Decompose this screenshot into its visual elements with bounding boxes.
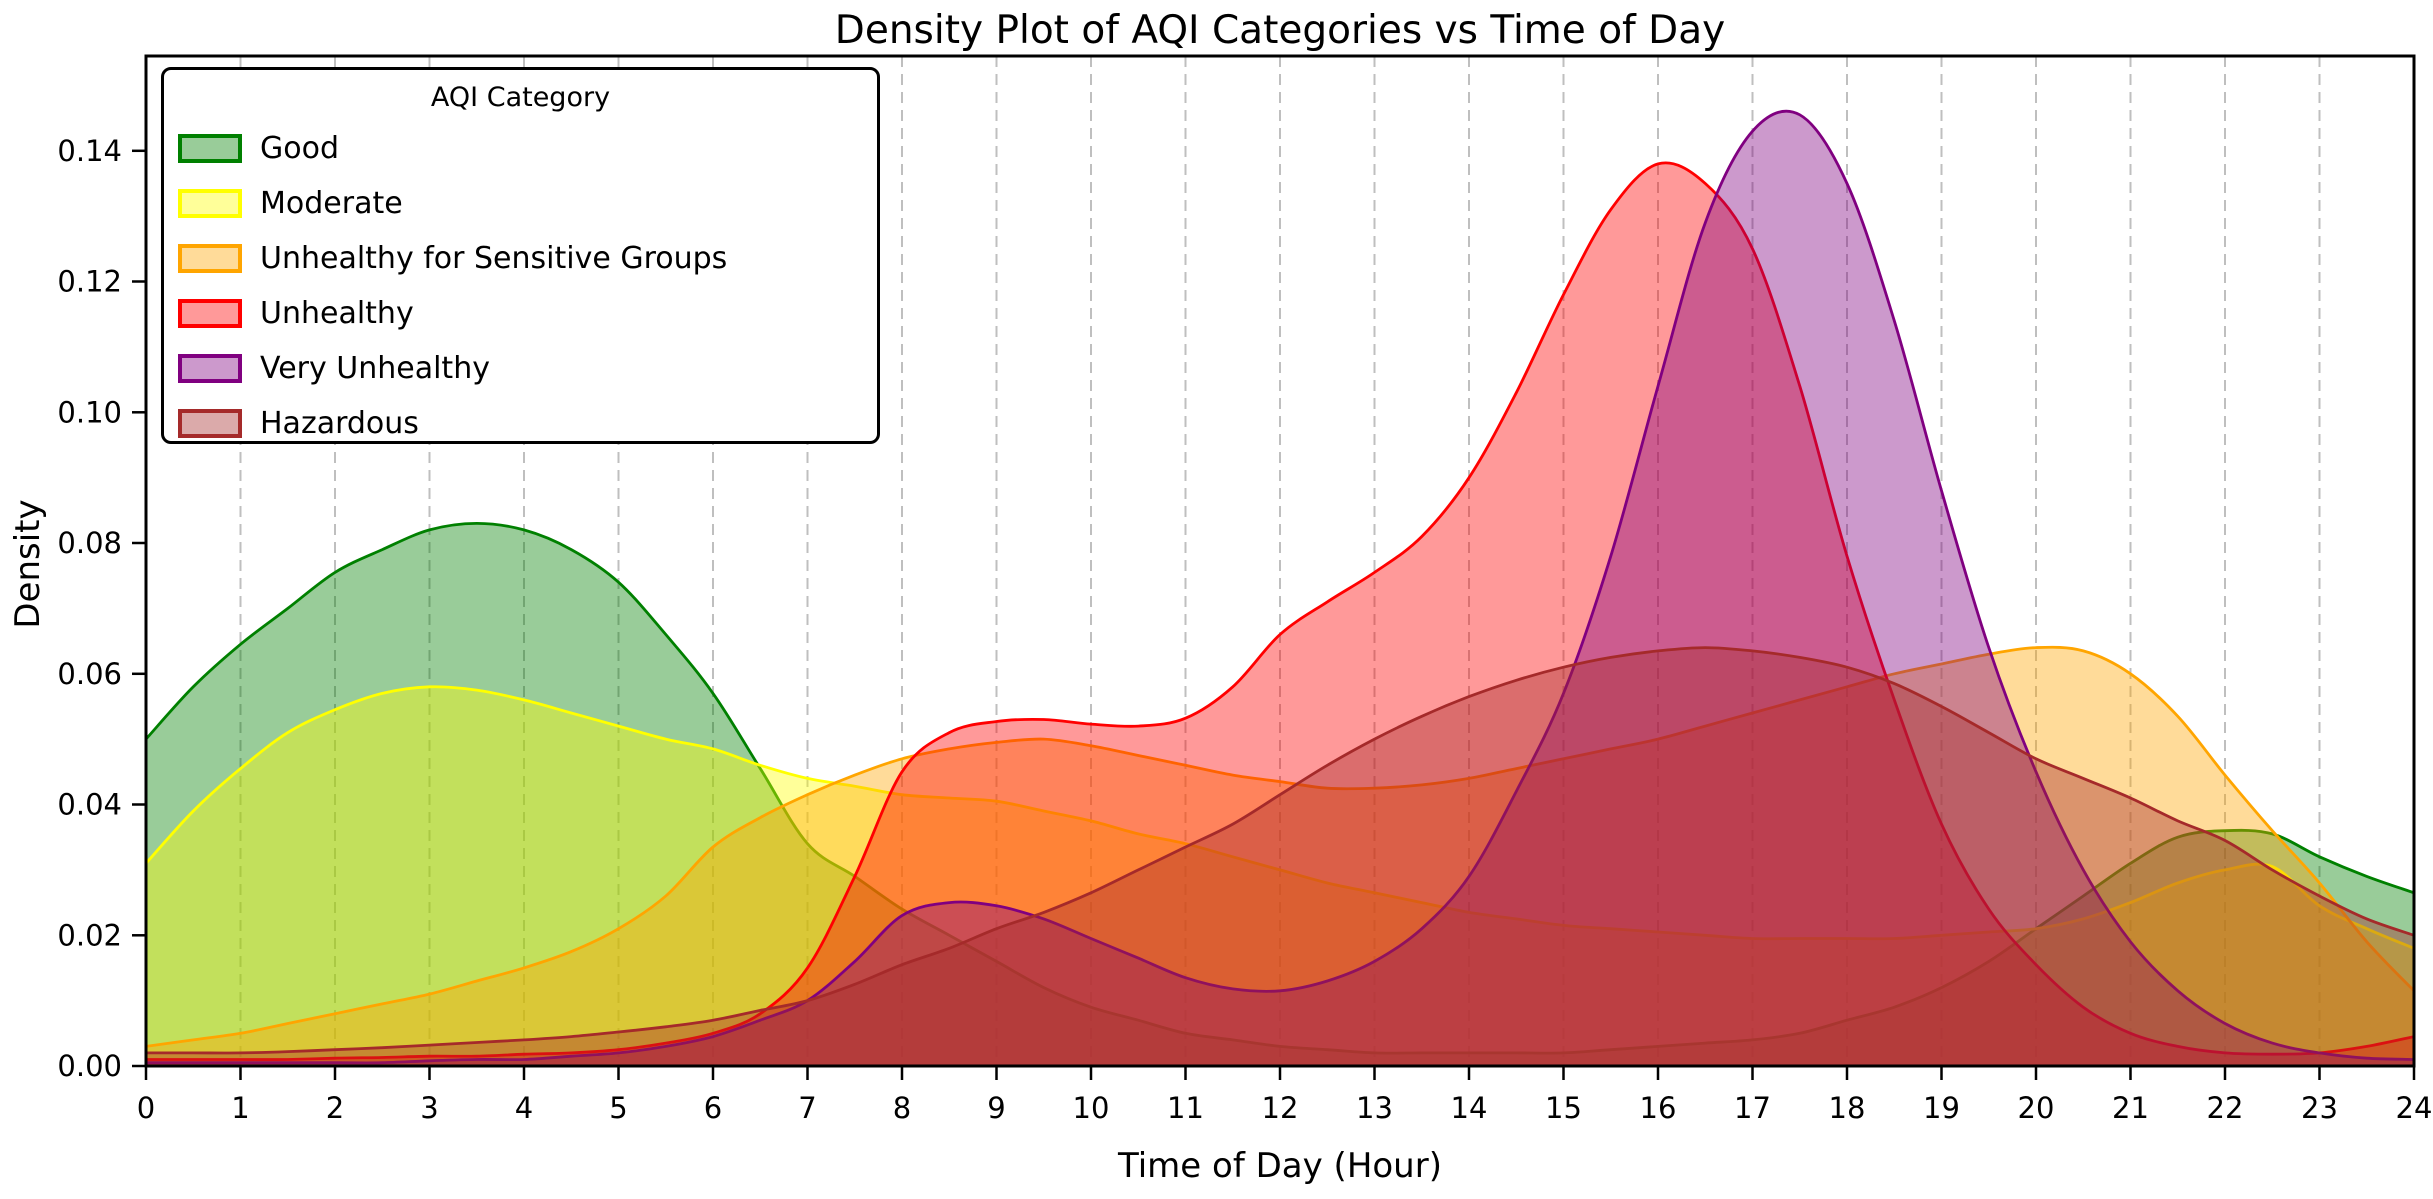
page-title: Density Plot of AQI Categories vs Time o… xyxy=(834,8,1726,53)
x-tick-label: 19 xyxy=(1923,1091,1960,1125)
kde-line-hazardous xyxy=(146,646,2414,1055)
legend-swatch-very-unhealthy-icon xyxy=(178,354,242,383)
legend-swatch-moderate-icon xyxy=(178,189,242,218)
y-tick-label: 0.08 xyxy=(57,526,122,560)
x-tick-label: 11 xyxy=(1167,1091,1204,1125)
legend-swatch-unhealthy-sensitive-icon xyxy=(178,244,242,273)
legend-entries: Good Moderate Unhealthy for Sensitive Gr… xyxy=(164,121,877,451)
legend-title: AQI Category xyxy=(430,82,611,113)
y-tick-label: 0.12 xyxy=(57,265,122,299)
legend-entry: Very Unhealthy xyxy=(164,341,877,396)
kde-line-unhealthy-for-sensitive-groups xyxy=(146,645,2414,1048)
y-axis-title: Density xyxy=(8,499,48,629)
x-tick-label: 15 xyxy=(1545,1091,1582,1125)
y-tick-label: 0.02 xyxy=(57,918,122,952)
x-tick-label: 24 xyxy=(2396,1091,2433,1125)
x-tick-label: 16 xyxy=(1640,1091,1677,1125)
x-axis-title: Time of Day (Hour) xyxy=(1118,1146,1442,1186)
x-tick-label: 23 xyxy=(2301,1091,2338,1125)
legend-box: AQI Category Good Moderate Unhealthy for… xyxy=(161,67,880,444)
x-tick-label: 12 xyxy=(1262,1091,1299,1125)
kde-line-moderate xyxy=(146,685,2414,950)
x-tick-label: 10 xyxy=(1073,1091,1110,1125)
y-tick-label: 0.10 xyxy=(57,395,122,429)
kde-fill-hazardous xyxy=(146,647,2414,1066)
x-tick-label: 0 xyxy=(137,1091,155,1125)
legend-label: Very Unhealthy xyxy=(260,351,490,386)
legend-swatch-good-icon xyxy=(178,134,242,163)
x-tick-label: 18 xyxy=(1829,1091,1866,1125)
x-tick-label: 4 xyxy=(515,1091,533,1125)
legend-label: Unhealthy for Sensitive Groups xyxy=(260,241,728,276)
x-tick-label: 1 xyxy=(231,1091,249,1125)
legend-swatch-unhealthy-icon xyxy=(178,299,242,328)
y-tick-label: 0.14 xyxy=(57,134,122,168)
x-tick-label: 22 xyxy=(2207,1091,2244,1125)
kde-fill-good xyxy=(146,523,2414,1066)
legend-label: Hazardous xyxy=(260,406,419,441)
kde-fill-very-unhealthy xyxy=(146,111,2414,1066)
kde-line-very-unhealthy xyxy=(146,109,2414,1065)
x-tick-label: 6 xyxy=(704,1091,722,1125)
legend-entry: Good xyxy=(164,121,877,176)
kde-fill-unhealthy xyxy=(146,162,2414,1066)
legend-swatch-hazardous-icon xyxy=(178,409,242,438)
x-tick-label: 3 xyxy=(420,1091,438,1125)
x-tick-label: 20 xyxy=(2018,1091,2055,1125)
kde-fill-unhealthy-for-sensitive-groups xyxy=(146,647,2414,1066)
kde-line-unhealthy xyxy=(146,161,2414,1061)
legend-entry: Moderate xyxy=(164,176,877,231)
x-tick-label: 7 xyxy=(798,1091,816,1125)
y-tick-label: 0.04 xyxy=(57,788,122,822)
kde-fill-moderate xyxy=(146,686,2414,1066)
legend-entry: Hazardous xyxy=(164,396,877,451)
legend-entry: Unhealthy for Sensitive Groups xyxy=(164,231,877,286)
x-tick-label: 17 xyxy=(1734,1091,1771,1125)
x-tick-label: 8 xyxy=(893,1091,911,1125)
x-tick-label: 5 xyxy=(609,1091,627,1125)
y-tick-label: 0.00 xyxy=(57,1049,122,1083)
legend-label: Good xyxy=(260,131,339,166)
legend-entry: Unhealthy xyxy=(164,286,877,341)
x-tick-label: 21 xyxy=(2112,1091,2149,1125)
x-tick-label: 9 xyxy=(987,1091,1005,1125)
legend-label: Unhealthy xyxy=(260,296,414,331)
y-tick-label: 0.06 xyxy=(57,657,122,691)
x-tick-label: 13 xyxy=(1356,1091,1393,1125)
x-tick-label: 14 xyxy=(1451,1091,1488,1125)
x-tick-label: 2 xyxy=(326,1091,344,1125)
legend-label: Moderate xyxy=(260,186,403,221)
